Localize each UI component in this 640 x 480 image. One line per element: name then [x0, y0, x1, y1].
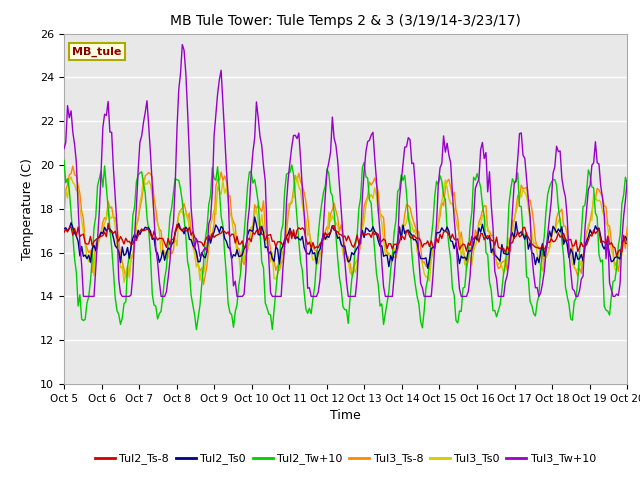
X-axis label: Time: Time [330, 409, 361, 422]
Y-axis label: Temperature (C): Temperature (C) [22, 158, 35, 260]
Title: MB Tule Tower: Tule Temps 2 & 3 (3/19/14-3/23/17): MB Tule Tower: Tule Temps 2 & 3 (3/19/14… [170, 14, 521, 28]
Text: MB_tule: MB_tule [72, 47, 122, 57]
Legend: Tul2_Ts-8, Tul2_Ts0, Tul2_Tw+10, Tul3_Ts-8, Tul3_Ts0, Tul3_Tw+10: Tul2_Ts-8, Tul2_Ts0, Tul2_Tw+10, Tul3_Ts… [91, 449, 600, 469]
